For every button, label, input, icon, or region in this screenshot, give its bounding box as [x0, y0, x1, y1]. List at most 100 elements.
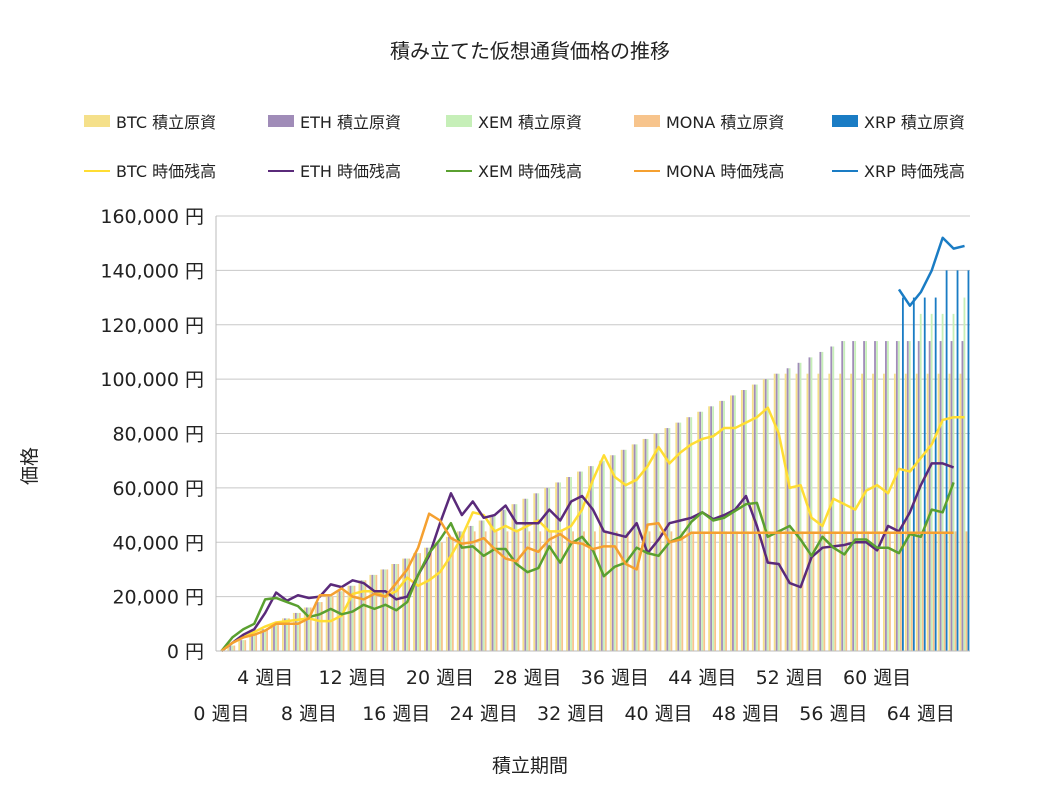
legend-swatch	[446, 115, 472, 127]
bar	[631, 444, 634, 651]
bar	[854, 341, 857, 651]
bar	[491, 515, 494, 651]
bar	[893, 373, 896, 651]
bar	[755, 384, 758, 651]
bar	[364, 580, 367, 651]
bar	[271, 623, 273, 651]
bar	[460, 531, 463, 651]
y-tick-label: 80,000 円	[112, 424, 204, 446]
bar	[965, 531, 968, 651]
legend-label: MONA 積立原資	[666, 113, 784, 132]
bar	[408, 558, 411, 651]
bar	[708, 406, 710, 651]
bar	[874, 341, 876, 651]
bar	[320, 602, 323, 651]
bar	[899, 531, 902, 651]
x-tick-label: 0 週目	[193, 703, 249, 725]
bar	[600, 460, 603, 651]
y-tick-label: 120,000 円	[100, 315, 204, 337]
bar	[762, 379, 765, 651]
x-tick-label: 4 週目	[237, 667, 293, 689]
bar	[923, 297, 926, 651]
bar	[568, 477, 570, 651]
bar	[351, 585, 354, 651]
bars	[227, 270, 970, 651]
bar	[506, 531, 509, 651]
bar	[570, 477, 572, 651]
bar	[462, 531, 465, 651]
x-tick-label: 52 週目	[756, 667, 824, 689]
bar	[288, 618, 290, 651]
bar	[664, 428, 667, 651]
bar	[369, 574, 372, 651]
bar	[795, 373, 798, 651]
legend-label: MONA 時価残高	[666, 162, 784, 181]
bar	[646, 438, 649, 651]
legend-swatch	[832, 115, 858, 127]
bar	[867, 531, 870, 651]
y-tick-label: 100,000 円	[100, 369, 204, 391]
bar	[439, 542, 441, 651]
x-tick-label: 48 週目	[712, 703, 780, 725]
bar	[906, 341, 909, 651]
bar	[764, 379, 767, 651]
bar	[653, 433, 656, 651]
bar	[777, 373, 780, 651]
bar	[887, 341, 889, 651]
bar	[912, 297, 915, 651]
bar	[577, 471, 579, 651]
bar	[449, 536, 452, 651]
bar	[945, 270, 948, 651]
bar	[231, 645, 234, 651]
bar	[349, 585, 352, 651]
bar	[451, 536, 454, 651]
bar	[273, 623, 275, 651]
bar	[934, 297, 937, 651]
bar	[572, 531, 574, 651]
bar	[819, 351, 822, 651]
bar	[329, 596, 332, 651]
bar	[742, 390, 745, 651]
bar	[262, 629, 264, 651]
lines	[220, 236, 965, 653]
bar	[710, 406, 712, 651]
legend-label: ETH 時価残高	[300, 162, 401, 181]
bar	[353, 585, 356, 651]
bar	[904, 373, 907, 651]
bar	[318, 602, 321, 651]
bar	[426, 547, 428, 651]
y-tick-label: 60,000 円	[112, 478, 204, 500]
bar	[921, 531, 924, 651]
bar	[384, 569, 387, 651]
bar	[701, 411, 704, 651]
bar	[926, 373, 929, 651]
bar	[445, 536, 448, 651]
bar	[546, 487, 549, 651]
bar	[790, 531, 793, 651]
bar	[424, 547, 426, 651]
bar	[675, 422, 678, 651]
bar	[347, 585, 350, 651]
legend-label: XEM 積立原資	[478, 113, 582, 132]
bar	[657, 433, 660, 651]
bar	[517, 531, 520, 651]
bar	[730, 395, 732, 651]
bar	[594, 531, 596, 651]
bar	[327, 596, 330, 651]
bar	[358, 580, 361, 651]
bar	[480, 520, 483, 651]
y-tick-label: 40,000 円	[112, 532, 204, 554]
bar	[784, 373, 787, 651]
bar	[467, 525, 470, 651]
bar	[967, 270, 970, 651]
bar	[901, 297, 904, 651]
bar	[500, 509, 503, 651]
bar	[889, 531, 891, 651]
y-tick-label: 160,000 円	[100, 206, 204, 228]
bar	[950, 341, 953, 651]
bar	[528, 531, 531, 651]
legend-swatch	[84, 115, 110, 127]
bar	[548, 487, 551, 651]
bar	[744, 390, 747, 651]
bar	[766, 379, 769, 651]
